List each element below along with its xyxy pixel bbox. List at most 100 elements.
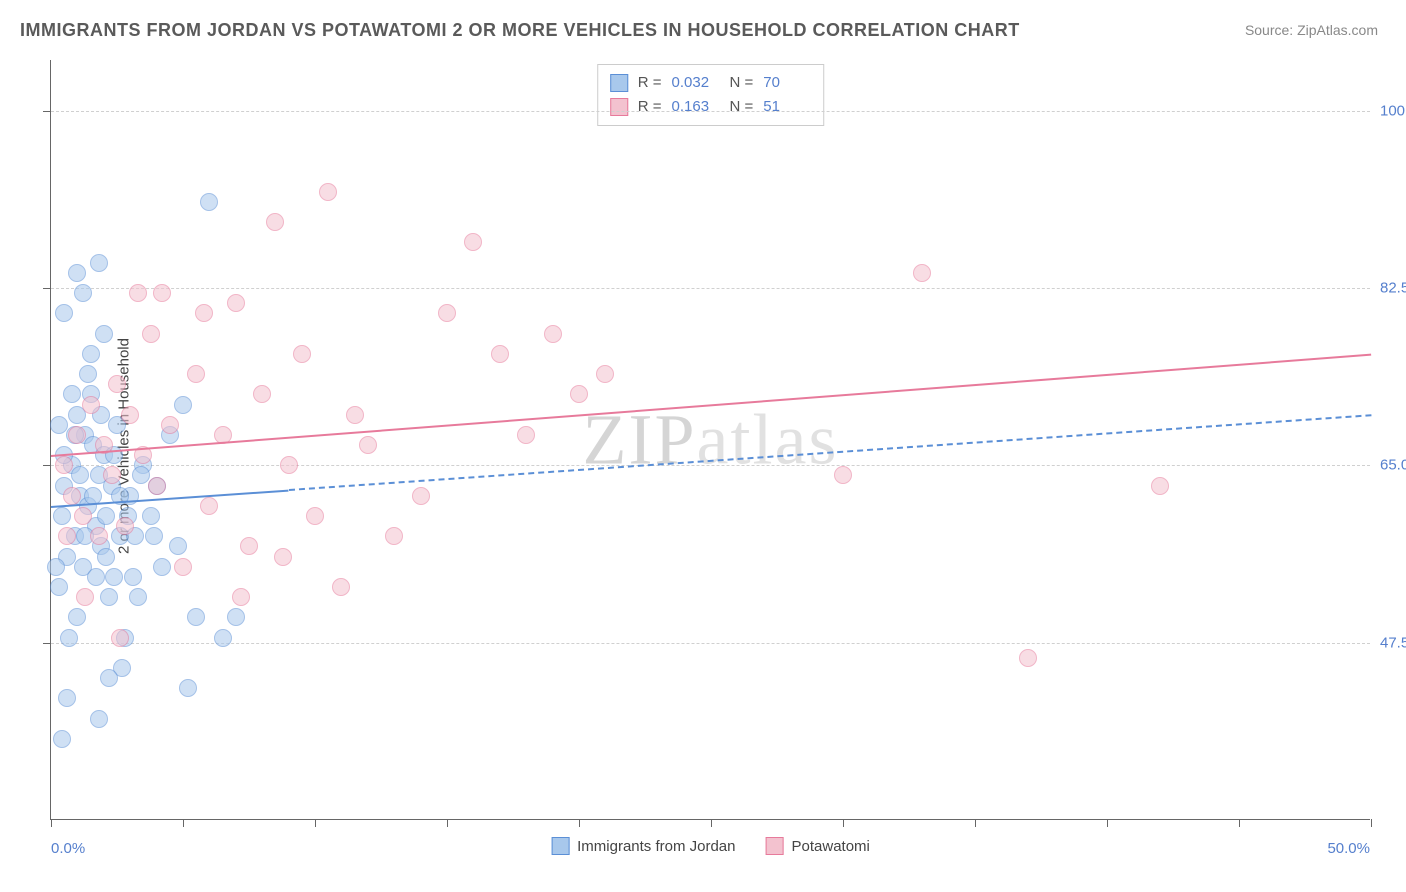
x-tick: [1107, 819, 1108, 827]
scatter-point-series-1: [232, 588, 250, 606]
scatter-point-series-1: [74, 507, 92, 525]
scatter-point-series-1: [68, 426, 86, 444]
scatter-point-series-1: [187, 365, 205, 383]
scatter-point-series-0: [82, 345, 100, 363]
bottom-legend: Immigrants from Jordan Potawatomi: [551, 837, 870, 855]
x-tick: [843, 819, 844, 827]
scatter-point-series-0: [55, 304, 73, 322]
y-tick: [43, 643, 51, 644]
x-tick: [1239, 819, 1240, 827]
scatter-point-series-1: [293, 345, 311, 363]
scatter-point-series-1: [121, 406, 139, 424]
scatter-point-series-0: [87, 568, 105, 586]
y-tick-label: 65.0%: [1380, 457, 1406, 474]
scatter-point-series-1: [63, 487, 81, 505]
scatter-point-series-1: [76, 588, 94, 606]
scatter-point-series-0: [132, 466, 150, 484]
stat-r-value-1: 0.163: [672, 95, 720, 119]
x-tick: [315, 819, 316, 827]
scatter-point-series-1: [195, 304, 213, 322]
scatter-point-series-1: [385, 527, 403, 545]
scatter-point-series-1: [412, 487, 430, 505]
scatter-point-series-0: [200, 193, 218, 211]
plot-area: ZIPatlas R = 0.032 N = 70 R = 0.163 N = …: [50, 60, 1370, 820]
x-tick: [1371, 819, 1372, 827]
scatter-point-series-1: [55, 456, 73, 474]
scatter-point-series-0: [142, 507, 160, 525]
scatter-point-series-1: [90, 527, 108, 545]
scatter-point-series-1: [517, 426, 535, 444]
scatter-point-series-0: [97, 507, 115, 525]
y-tick: [43, 111, 51, 112]
x-tick: [447, 819, 448, 827]
swatch-series-1: [610, 98, 628, 116]
scatter-point-series-0: [214, 629, 232, 647]
scatter-point-series-1: [332, 578, 350, 596]
y-tick-label: 82.5%: [1380, 280, 1406, 297]
scatter-point-series-0: [227, 608, 245, 626]
scatter-point-series-0: [145, 527, 163, 545]
scatter-point-series-0: [100, 588, 118, 606]
scatter-point-series-0: [100, 669, 118, 687]
scatter-point-series-1: [227, 294, 245, 312]
scatter-point-series-1: [359, 436, 377, 454]
scatter-point-series-1: [240, 537, 258, 555]
chart-container: IMMIGRANTS FROM JORDAN VS POTAWATOMI 2 O…: [0, 0, 1406, 892]
stat-r-label: R =: [638, 71, 662, 95]
scatter-point-series-0: [174, 396, 192, 414]
scatter-point-series-1: [153, 284, 171, 302]
scatter-point-series-1: [346, 406, 364, 424]
scatter-point-series-1: [1151, 477, 1169, 495]
stats-row-series-1: R = 0.163 N = 51: [610, 95, 812, 119]
scatter-point-series-0: [58, 689, 76, 707]
scatter-point-series-0: [63, 385, 81, 403]
scatter-point-series-0: [47, 558, 65, 576]
scatter-point-series-1: [200, 497, 218, 515]
y-tick: [43, 465, 51, 466]
gridline: [51, 111, 1370, 112]
trend-line-series-1: [51, 354, 1371, 457]
scatter-point-series-0: [53, 730, 71, 748]
scatter-point-series-0: [129, 588, 147, 606]
y-tick: [43, 288, 51, 289]
legend-item-0: Immigrants from Jordan: [551, 837, 735, 855]
scatter-point-series-0: [179, 679, 197, 697]
stat-n-label: N =: [730, 71, 754, 95]
scatter-point-series-0: [97, 548, 115, 566]
scatter-point-series-1: [274, 548, 292, 566]
scatter-point-series-1: [253, 385, 271, 403]
x-tick: [711, 819, 712, 827]
legend-label-1: Potawatomi: [792, 838, 870, 855]
scatter-point-series-1: [111, 629, 129, 647]
scatter-point-series-0: [90, 710, 108, 728]
x-tick: [183, 819, 184, 827]
scatter-point-series-0: [187, 608, 205, 626]
x-axis-max-label: 50.0%: [1327, 840, 1370, 857]
stat-n-label: N =: [730, 95, 754, 119]
scatter-point-series-1: [1019, 649, 1037, 667]
y-tick-label: 100.0%: [1380, 102, 1406, 119]
stat-n-value-0: 70: [763, 71, 811, 95]
scatter-point-series-0: [68, 608, 86, 626]
scatter-point-series-1: [148, 477, 166, 495]
scatter-point-series-1: [280, 456, 298, 474]
scatter-point-series-1: [913, 264, 931, 282]
scatter-point-series-1: [306, 507, 324, 525]
scatter-point-series-1: [266, 213, 284, 231]
chart-title: IMMIGRANTS FROM JORDAN VS POTAWATOMI 2 O…: [20, 20, 1020, 41]
scatter-point-series-0: [153, 558, 171, 576]
scatter-point-series-1: [438, 304, 456, 322]
scatter-point-series-0: [60, 629, 78, 647]
legend-swatch-0: [551, 837, 569, 855]
scatter-point-series-0: [90, 254, 108, 272]
stat-r-value-0: 0.032: [672, 71, 720, 95]
stat-r-label: R =: [638, 95, 662, 119]
scatter-point-series-1: [570, 385, 588, 403]
scatter-point-series-1: [544, 325, 562, 343]
scatter-point-series-1: [103, 466, 121, 484]
scatter-point-series-1: [491, 345, 509, 363]
legend-item-1: Potawatomi: [766, 837, 870, 855]
gridline: [51, 288, 1370, 289]
scatter-point-series-0: [169, 537, 187, 555]
source-attribution: Source: ZipAtlas.com: [1245, 22, 1378, 38]
